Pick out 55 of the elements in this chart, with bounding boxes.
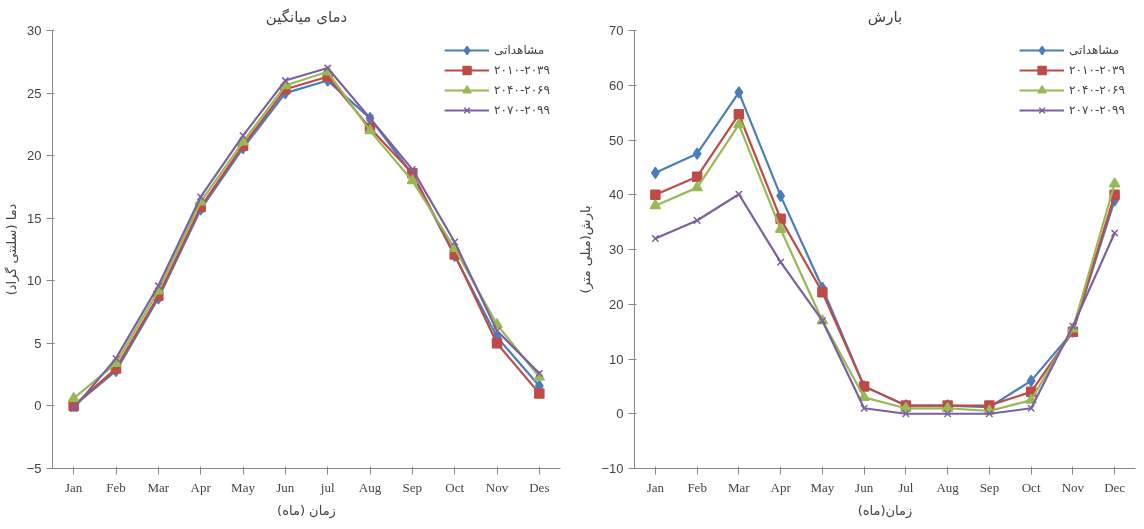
legend-label: ۲۰۴۰-۲۰۶۹ — [1069, 83, 1125, 97]
y-tick-label: −10 — [601, 461, 624, 476]
x-tick-label: Jul — [898, 479, 914, 495]
x-tick-label: Jun — [276, 479, 295, 495]
y-tick-label: 40 — [609, 187, 624, 203]
x-tick-label: Jan — [65, 479, 83, 495]
x-tick-label: Apr — [190, 479, 212, 495]
x-tick-label: Sep — [402, 479, 423, 495]
y-tick-label: 50 — [609, 132, 624, 148]
y-tick-label: 20 — [27, 148, 42, 164]
x-tick-label: Oct — [445, 479, 465, 495]
legend-label: مشاهداتی — [1069, 43, 1120, 57]
y-tick-label: 70 — [609, 23, 624, 38]
x-tick-label: Aug — [358, 479, 382, 495]
y-tick-label: −5 — [26, 461, 42, 476]
y-tick-label: 25 — [27, 85, 42, 101]
y-tick-label: 10 — [27, 273, 42, 289]
x-axis-title: زمان(ماه) — [857, 502, 913, 519]
x-tick-label: Feb — [106, 479, 126, 495]
chart-title: دمای میانگین — [265, 7, 348, 26]
y-axis-title: بارش(میلی متر) — [578, 205, 595, 294]
x-tick-label: Nov — [485, 479, 509, 495]
y-axis-title: دما (سلنتی گراد) — [3, 203, 20, 296]
x-axis-title: زمان (ماه) — [277, 502, 336, 519]
x-tick-label: Apr — [770, 479, 792, 495]
y-tick-label: 5 — [34, 335, 42, 351]
legend-label: مشاهداتی — [494, 43, 545, 57]
y-tick-label: 0 — [616, 406, 624, 422]
y-tick-label: 30 — [27, 23, 42, 38]
x-tick-label: jul — [319, 479, 335, 495]
chart-title: بارش — [867, 7, 903, 26]
x-tick-label: Feb — [687, 479, 707, 495]
x-tick-label: Nov — [1061, 479, 1085, 495]
legend-label: ۲۰۷۰-۲۰۹۹ — [1069, 103, 1125, 117]
y-tick-label: 30 — [609, 242, 624, 257]
x-tick-label: Sep — [979, 479, 1000, 495]
y-tick-label: 10 — [609, 351, 624, 367]
legend-label: ۲۰۴۰-۲۰۶۹ — [494, 83, 550, 97]
x-tick-label: May — [810, 479, 835, 495]
x-tick-label: Dec — [1104, 479, 1126, 495]
y-tick-label: 15 — [27, 210, 42, 226]
y-tick-label: 20 — [609, 296, 624, 312]
x-tick-label: Mar — [728, 479, 751, 495]
y-tick-label: 60 — [609, 77, 624, 93]
x-tick-label: Oct — [1021, 479, 1041, 495]
x-tick-label: Jun — [855, 479, 874, 495]
legend-label: ۲۰۱۰-۲۰۳۹ — [1069, 63, 1125, 77]
legend-label: ۲۰۱۰-۲۰۳۹ — [494, 63, 550, 77]
x-tick-label: May — [231, 479, 256, 495]
x-tick-label: Aug — [936, 479, 960, 495]
x-tick-label: Mar — [147, 479, 170, 495]
x-tick-label: Des — [529, 479, 550, 495]
legend-label: ۲۰۷۰-۲۰۹۹ — [494, 103, 550, 117]
x-tick-label: Jan — [646, 479, 665, 495]
y-tick-label: 0 — [34, 398, 42, 414]
